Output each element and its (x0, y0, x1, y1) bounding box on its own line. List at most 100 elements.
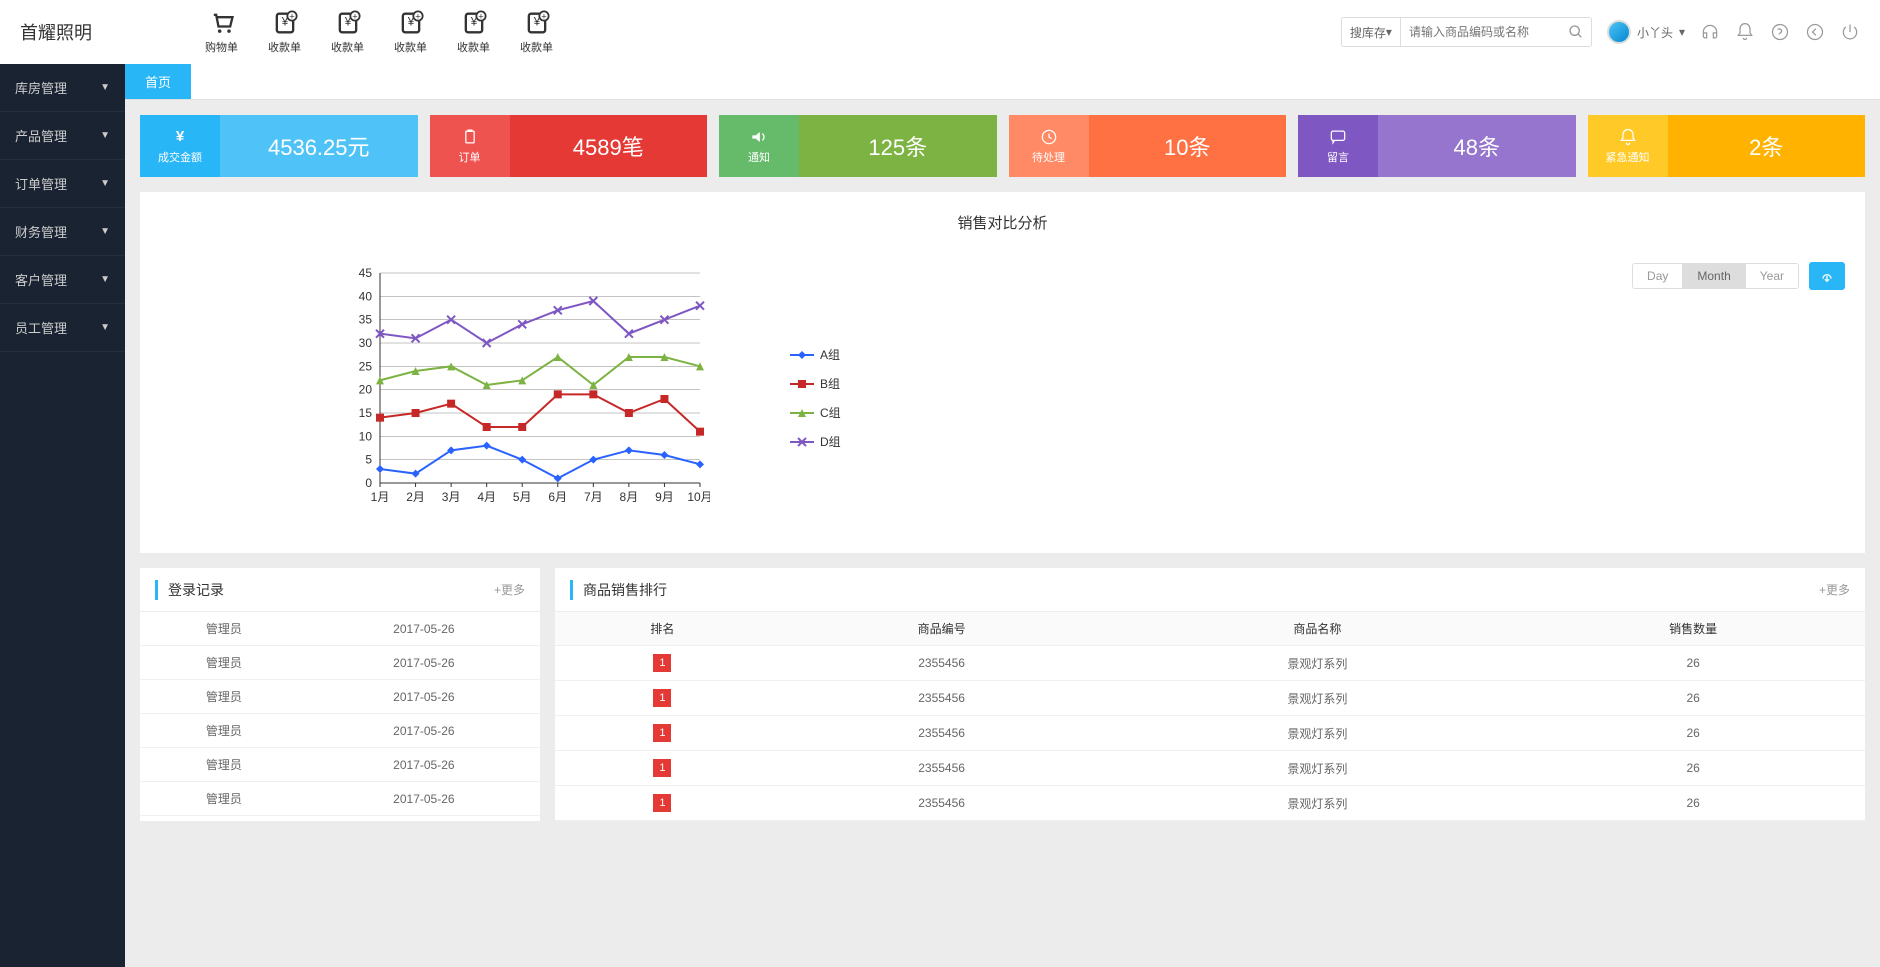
headset-icon[interactable] (1700, 22, 1720, 42)
product-name: 景观灯系列 (1113, 716, 1521, 751)
chart-period-btn[interactable]: Year (1746, 264, 1798, 288)
login-date: 2017-05-26 (308, 748, 540, 782)
chart-period-btn[interactable]: Day (1633, 264, 1683, 288)
help-icon[interactable] (1770, 22, 1790, 42)
shortcut-cart[interactable]: 购物单 (205, 9, 238, 55)
stat-card[interactable]: 待处理10条 (1009, 115, 1287, 177)
svg-text:3月: 3月 (442, 490, 461, 504)
sidebar-label: 员工管理 (15, 318, 67, 337)
shortcut-receipt[interactable]: ¥+收款单 (520, 9, 553, 55)
power-icon[interactable] (1840, 22, 1860, 42)
table-row: 12355456景观灯系列26 (555, 716, 1865, 751)
login-user: 管理员 (140, 646, 308, 680)
column-header: 排名 (555, 612, 770, 646)
sidebar-item[interactable]: 订单管理▼ (0, 160, 125, 208)
column-header: 商品编号 (770, 612, 1114, 646)
stat-label: 紧急通知 (1606, 149, 1650, 165)
svg-text:+: + (415, 12, 420, 22)
stat-card[interactable]: 订单4589笔 (430, 115, 708, 177)
table-row: 12355456景观灯系列26 (555, 786, 1865, 821)
stat-value: 125条 (799, 115, 997, 177)
chat-icon (1328, 127, 1348, 147)
sidebar-label: 财务管理 (15, 222, 67, 241)
stat-cards: ¥成交金额4536.25元订单4589笔通知125条待处理10条留言48条紧急通… (140, 115, 1865, 177)
shortcut-label: 收款单 (520, 39, 553, 55)
speaker-icon (749, 127, 769, 147)
login-date: 2017-05-26 (308, 782, 540, 816)
chart-download-button[interactable] (1809, 262, 1845, 290)
search-group: 搜库存 ▾ (1341, 17, 1592, 47)
search-scope-select[interactable]: 搜库存 ▾ (1342, 18, 1401, 46)
stat-value: 4536.25元 (220, 115, 418, 177)
main: 首页 ¥成交金额4536.25元订单4589笔通知125条待处理10条留言 48条… (125, 64, 1880, 967)
bottom-row: 登录记录 +更多 管理员2017-05-26管理员2017-05-26管理员20… (140, 568, 1865, 821)
more-link[interactable]: +更多 (1819, 581, 1850, 598)
table-row: 管理员2017-05-26 (140, 680, 540, 714)
svg-text:5月: 5月 (513, 490, 532, 504)
svg-text:1月: 1月 (371, 490, 390, 504)
login-table: 管理员2017-05-26管理员2017-05-26管理员2017-05-26管… (140, 612, 540, 816)
login-date: 2017-05-26 (308, 680, 540, 714)
svg-text:+: + (289, 12, 294, 22)
bell-icon[interactable] (1735, 22, 1755, 42)
stat-card[interactable]: 留言 48条 (1298, 115, 1576, 177)
sales-chart: 0510152025303540451月2月3月4月5月6月7月8月9月10月 (340, 263, 710, 533)
chart-period-btn[interactable]: Month (1683, 264, 1745, 288)
tab-home[interactable]: 首页 (125, 64, 191, 99)
chart-period-group: DayMonthYear (1632, 263, 1799, 289)
bell-icon (1618, 127, 1638, 147)
rank-table: 排名商品编号商品名称销售数量12355456景观灯系列2612355456景观灯… (555, 612, 1865, 821)
svg-text:6月: 6月 (548, 490, 567, 504)
panel-title: 登录记录 (155, 580, 224, 600)
stat-card[interactable]: 紧急通知 2条 (1588, 115, 1866, 177)
stat-card[interactable]: ¥成交金额4536.25元 (140, 115, 418, 177)
content: ¥成交金额4536.25元订单4589笔通知125条待处理10条留言48条紧急通… (125, 100, 1880, 836)
svg-text:35: 35 (359, 313, 373, 327)
topbar-right: 搜库存 ▾ 小丫头 ▾ (1341, 17, 1860, 47)
product-name: 景观灯系列 (1113, 751, 1521, 786)
svg-text:10: 10 (359, 429, 373, 443)
panel-header: 商品销售排行 +更多 (555, 568, 1865, 612)
stat-card[interactable]: 通知125条 (719, 115, 997, 177)
svg-text:5: 5 (365, 453, 372, 467)
sidebar-item[interactable]: 库房管理▼ (0, 64, 125, 112)
back-icon[interactable] (1805, 22, 1825, 42)
brand: 首耀照明 (20, 19, 125, 45)
sales-qty: 26 (1521, 681, 1865, 716)
user-name: 小丫头 (1637, 24, 1673, 41)
svg-text:9月: 9月 (655, 490, 674, 504)
layout: 库房管理▼产品管理▼订单管理▼财务管理▼客户管理▼员工管理▼ 首页 ¥成交金额4… (0, 64, 1880, 967)
chevron-down-icon: ▾ (1679, 25, 1685, 39)
svg-text:15: 15 (359, 406, 373, 420)
chart-panel: 销售对比分析 DayMonthYear 0510152025303540451月… (140, 192, 1865, 553)
sidebar-item[interactable]: 员工管理▼ (0, 304, 125, 352)
svg-text:4月: 4月 (477, 490, 496, 504)
sidebar-item[interactable]: 产品管理▼ (0, 112, 125, 160)
panel-header: 登录记录 +更多 (140, 568, 540, 612)
svg-text:30: 30 (359, 336, 373, 350)
search-button[interactable] (1561, 18, 1591, 46)
stat-icon-area: 待处理 (1009, 115, 1089, 177)
table-row: 管理员2017-05-26 (140, 782, 540, 816)
login-user: 管理员 (140, 612, 308, 646)
svg-text:+: + (478, 12, 483, 22)
shortcut-label: 收款单 (268, 39, 301, 55)
sidebar-item[interactable]: 财务管理▼ (0, 208, 125, 256)
stat-value: 2条 (1668, 115, 1866, 177)
legend-label: C组 (820, 404, 841, 421)
rank-badge: 1 (653, 724, 671, 742)
login-user: 管理员 (140, 714, 308, 748)
more-link[interactable]: +更多 (494, 581, 525, 598)
legend-label: A组 (820, 346, 840, 363)
sales-qty: 26 (1521, 751, 1865, 786)
stat-value: 48条 (1378, 115, 1576, 177)
sidebar-item[interactable]: 客户管理▼ (0, 256, 125, 304)
user-menu[interactable]: 小丫头 ▾ (1607, 20, 1685, 44)
search-input[interactable] (1401, 18, 1561, 46)
product-code: 2355456 (770, 646, 1114, 681)
shortcut-receipt[interactable]: ¥+收款单 (457, 9, 490, 55)
shortcut-receipt[interactable]: ¥+收款单 (268, 9, 301, 55)
shortcut-receipt[interactable]: ¥+收款单 (331, 9, 364, 55)
stat-label: 留言 (1327, 149, 1349, 165)
shortcut-receipt[interactable]: ¥+收款单 (394, 9, 427, 55)
